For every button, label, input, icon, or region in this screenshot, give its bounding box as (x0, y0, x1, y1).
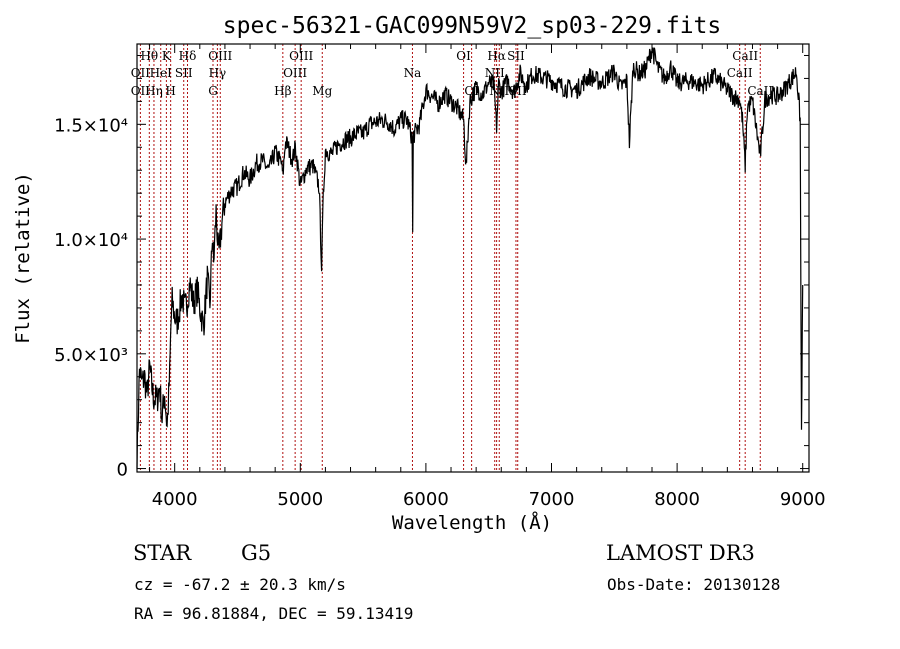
spectral-line-label: Hδ (179, 49, 197, 63)
spectral-line-label: CaII (727, 66, 753, 80)
redshift-value: cz = -67.2 ± 20.3 km/s (134, 575, 346, 594)
spectral-line-label: OII (131, 66, 151, 80)
plot-frame (136, 43, 810, 473)
spectral-line-markers (139, 44, 761, 472)
obs-date: Obs-Date: 20130128 (607, 575, 781, 594)
x-axis-ticks: 4000 5000 6000 7000 8000 9000 (149, 44, 826, 510)
spectral-line-label: Hη (145, 84, 163, 98)
flux-series-line (136, 47, 804, 469)
spectral-line-label: Mg (312, 84, 332, 98)
y-tick-label: 5.0×10³ (54, 345, 128, 366)
spectral-line-label: Na (404, 66, 422, 80)
spectral-line-label: OII (131, 84, 151, 98)
spectral-line-label: OIII (289, 49, 313, 63)
spectral-line-label: CaII (732, 49, 758, 63)
y-tick-label: 0 (117, 460, 128, 481)
x-tick-label: 5000 (277, 489, 323, 510)
spectral-line-label: OI (464, 84, 479, 98)
coordinates: RA = 96.81884, DEC = 59.13419 (134, 604, 414, 623)
survey-name: LAMOST DR3 (606, 541, 755, 565)
spectral-line-label: Hα (487, 49, 506, 63)
spectral-line-label: G (208, 84, 218, 98)
spectral-line-label: H (165, 84, 175, 98)
spectral-line-label: Hβ (274, 84, 291, 98)
spectral-line-label: OI (456, 49, 471, 63)
x-tick-label: 6000 (403, 489, 449, 510)
spectral-line-label: SII (175, 66, 193, 80)
y-axis-title: Flux (relative) (12, 172, 34, 344)
y-tick-label: 1.0×10⁴ (54, 230, 128, 251)
spectral-line-label: OIII (283, 66, 307, 80)
x-axis-title: Wavelength (Å) (392, 511, 552, 534)
spectral-line-label: OIII (208, 49, 232, 63)
object-subclass: G5 (241, 541, 272, 565)
y-tick-label: 1.5×10⁴ (54, 115, 128, 136)
spectral-line-label: K (162, 49, 172, 63)
spectral-line-label: Hγ (209, 66, 227, 80)
spectral-line-label: CaII (747, 84, 773, 98)
chart-title: spec-56321-GAC099N59V2_sp03-229.fits (223, 13, 722, 39)
spectral-line-label: Hθ (140, 49, 158, 63)
spectral-line-label: HeI (150, 66, 173, 80)
object-class: STAR (133, 541, 192, 565)
x-tick-label: 8000 (654, 489, 700, 510)
y-axis-ticks: 0 5.0×10³ 1.0×10⁴ 1.5×10⁴ (54, 54, 809, 481)
x-tick-label: 7000 (529, 489, 575, 510)
spectral-line-label: SII (507, 49, 525, 63)
x-tick-label: 9000 (780, 489, 826, 510)
x-tick-label: 4000 (152, 489, 198, 510)
spectral-line-label: NII (485, 66, 505, 80)
